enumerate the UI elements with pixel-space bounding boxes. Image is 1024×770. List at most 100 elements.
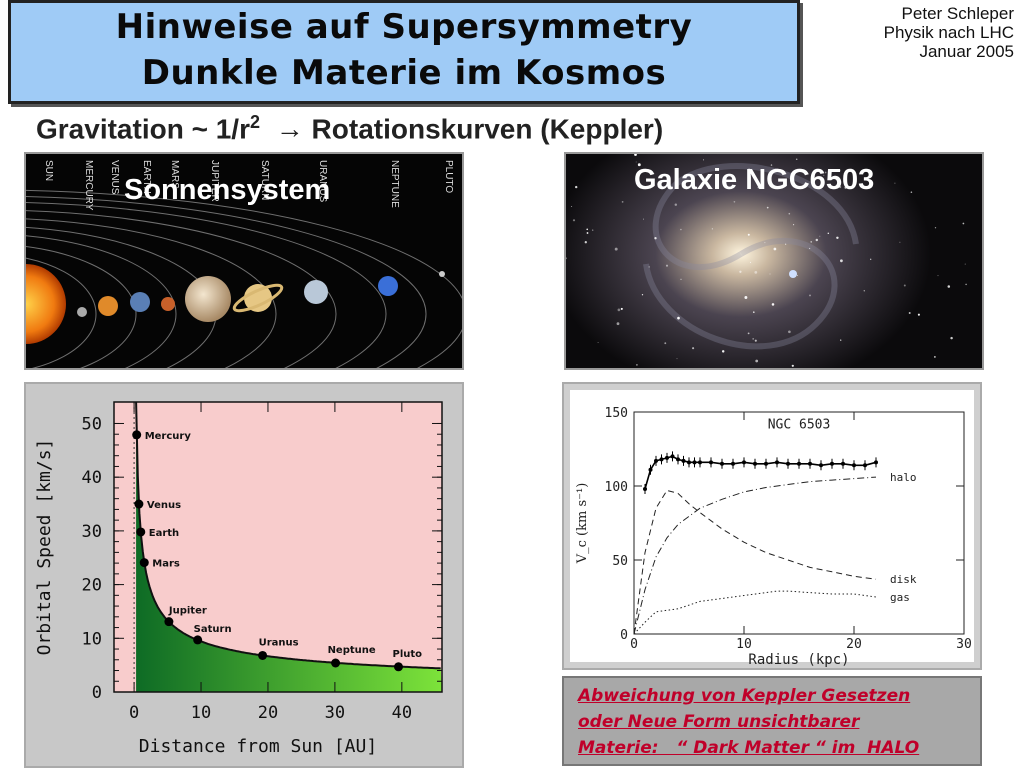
section-heading: Gravitation ~ 1/r2 → Rotationskurven (Ke… bbox=[36, 112, 663, 145]
mars-icon bbox=[161, 297, 175, 311]
y-tick-label: 50 bbox=[612, 554, 628, 569]
author-name: Peter Schleper bbox=[901, 4, 1014, 23]
gas-curve-label: gas bbox=[890, 591, 910, 604]
y-tick-label: 150 bbox=[605, 406, 628, 421]
star bbox=[747, 233, 750, 236]
galaxy-core bbox=[566, 154, 931, 368]
observed-point bbox=[863, 463, 867, 468]
heading-exponent: 2 bbox=[249, 112, 260, 132]
planet-name-label: SUN bbox=[43, 160, 54, 181]
observed-point bbox=[659, 457, 664, 462]
star bbox=[795, 158, 798, 160]
jupiter-icon bbox=[185, 276, 231, 322]
observed-point bbox=[731, 461, 735, 466]
observed-point bbox=[709, 460, 713, 465]
star bbox=[680, 278, 682, 280]
star bbox=[788, 330, 791, 334]
star bbox=[635, 161, 637, 163]
planet-point bbox=[139, 558, 149, 568]
observed-point bbox=[648, 467, 653, 472]
star bbox=[815, 238, 819, 242]
y-tick-label: 100 bbox=[605, 480, 628, 495]
star bbox=[964, 263, 966, 265]
star bbox=[586, 228, 588, 231]
planet-name-label: JUPITER bbox=[209, 160, 220, 202]
star bbox=[771, 303, 775, 306]
x-tick-label: 10 bbox=[736, 637, 752, 652]
star bbox=[575, 185, 578, 189]
heading-suffix: Rotationskurven (Keppler) bbox=[311, 113, 664, 145]
star bbox=[586, 232, 589, 234]
star bbox=[584, 241, 587, 244]
star bbox=[947, 285, 951, 288]
star bbox=[899, 241, 901, 243]
star bbox=[754, 271, 758, 274]
planet-point bbox=[136, 527, 146, 537]
mercury-icon bbox=[77, 307, 87, 317]
y-tick-label: 0 bbox=[92, 683, 102, 703]
planet-point-label: Venus bbox=[147, 500, 181, 511]
gas-curve bbox=[633, 590, 877, 635]
star bbox=[809, 247, 811, 249]
observed-point bbox=[819, 463, 823, 468]
planet-name-label: EARTH bbox=[141, 160, 152, 194]
star bbox=[753, 311, 755, 313]
star bbox=[863, 290, 865, 292]
star bbox=[739, 270, 742, 273]
star bbox=[757, 186, 760, 189]
planet-point bbox=[164, 617, 174, 627]
star bbox=[796, 274, 799, 276]
observed-point bbox=[808, 461, 812, 466]
star bbox=[733, 200, 736, 203]
star bbox=[770, 164, 773, 166]
conclusion-note: Abweichung von Keppler Gesetzen oder Neu… bbox=[562, 676, 982, 766]
star bbox=[937, 275, 939, 277]
star bbox=[754, 339, 757, 342]
star bbox=[643, 218, 644, 220]
bright-star-icon bbox=[789, 270, 797, 278]
uranus-icon bbox=[304, 280, 328, 304]
observed-point bbox=[764, 461, 768, 466]
observed-point bbox=[852, 463, 856, 468]
star bbox=[747, 332, 750, 335]
star bbox=[934, 356, 936, 358]
author-block: Peter Schleper Physik nach LHC Januar 20… bbox=[884, 4, 1014, 61]
planet-point-label: Mars bbox=[152, 559, 180, 570]
solar-system-drawing: SUN MERCURY VENUS EARTH MARS JUPITER SATURN URA… bbox=[26, 160, 462, 368]
star bbox=[827, 232, 830, 235]
planet-name-label: MARS bbox=[169, 160, 180, 189]
orbital-speed-chart: 0 10 20 30 40 50 0 10 20 30 40 Distance from Sun [A… bbox=[34, 401, 443, 757]
disk-curve bbox=[633, 489, 877, 635]
author-date: Januar 2005 bbox=[919, 42, 1014, 61]
note-line-1: Abweichung von Keppler Gesetzen bbox=[578, 686, 911, 706]
star bbox=[950, 336, 953, 340]
planet-point bbox=[193, 635, 203, 645]
solar-system-label: Sonnensystem bbox=[124, 174, 331, 206]
solar-system-image: SUN MERCURY VENUS EARTH MARS JUPITER SATURN URA… bbox=[24, 152, 464, 370]
planet-point-label: Mercury bbox=[145, 431, 192, 442]
star bbox=[965, 283, 967, 286]
plot-frame bbox=[633, 411, 965, 635]
star bbox=[680, 228, 682, 231]
star bbox=[752, 338, 755, 340]
observed-point bbox=[742, 460, 746, 465]
planet-point-label: Earth bbox=[149, 528, 179, 539]
y-tick-label: 40 bbox=[82, 468, 102, 488]
halo-curve-label: halo bbox=[890, 471, 917, 484]
star bbox=[962, 222, 965, 225]
star-field bbox=[566, 154, 967, 367]
star bbox=[711, 228, 713, 230]
star bbox=[592, 229, 594, 231]
page-title: Hinweise auf Supersymmetry bbox=[115, 7, 693, 47]
observed-point bbox=[830, 461, 834, 466]
star bbox=[692, 347, 695, 350]
star bbox=[766, 206, 769, 209]
galaxy-image: Galaxie NGC6503 bbox=[564, 152, 984, 370]
pluto-icon bbox=[439, 271, 445, 277]
x-tick-label: 20 bbox=[846, 637, 862, 652]
observed-point bbox=[698, 460, 702, 465]
planet-name-label: URANUS bbox=[317, 160, 328, 203]
planet-point-label: Uranus bbox=[259, 637, 299, 648]
y-axis-label: Orbital Speed [km/s] bbox=[34, 439, 55, 656]
planet-point bbox=[132, 430, 142, 440]
